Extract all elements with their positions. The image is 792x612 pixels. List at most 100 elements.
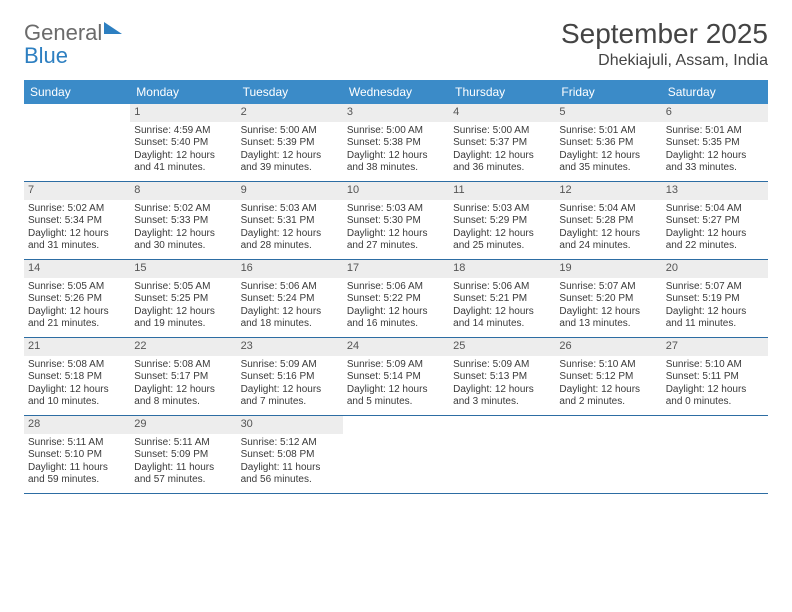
sunset: Sunset: 5:18 PM xyxy=(28,371,126,384)
header: General Blue September 2025 Dhekiajuli, … xyxy=(24,18,768,70)
dow-wednesday: Wednesday xyxy=(343,80,449,104)
daylight: Daylight: 12 hours and 35 minutes. xyxy=(559,150,657,175)
sunset: Sunset: 5:16 PM xyxy=(241,371,339,384)
sunrise: Sunrise: 5:03 AM xyxy=(241,203,339,216)
calendar: SundayMondayTuesdayWednesdayThursdayFrid… xyxy=(24,80,768,494)
daylight: Daylight: 12 hours and 27 minutes. xyxy=(347,228,445,253)
daylight: Daylight: 12 hours and 38 minutes. xyxy=(347,150,445,175)
daylight: Daylight: 12 hours and 30 minutes. xyxy=(134,228,232,253)
sunset: Sunset: 5:13 PM xyxy=(453,371,551,384)
sunrise: Sunrise: 5:08 AM xyxy=(28,359,126,372)
day-cell: 1Sunrise: 4:59 AMSunset: 5:40 PMDaylight… xyxy=(130,104,236,182)
dow-sunday: Sunday xyxy=(24,80,130,104)
dow-friday: Friday xyxy=(555,80,661,104)
day-cell: 13Sunrise: 5:04 AMSunset: 5:27 PMDayligh… xyxy=(662,182,768,260)
sunset: Sunset: 5:37 PM xyxy=(453,137,551,150)
daylight: Daylight: 12 hours and 14 minutes. xyxy=(453,306,551,331)
page-title: September 2025 xyxy=(561,18,768,50)
day-cell: 19Sunrise: 5:07 AMSunset: 5:20 PMDayligh… xyxy=(555,260,661,338)
day-number: 26 xyxy=(555,338,661,356)
dow-row: SundayMondayTuesdayWednesdayThursdayFrid… xyxy=(24,80,768,104)
daylight: Daylight: 12 hours and 33 minutes. xyxy=(666,150,764,175)
dow-tuesday: Tuesday xyxy=(237,80,343,104)
sunset: Sunset: 5:25 PM xyxy=(134,293,232,306)
sunrise: Sunrise: 5:06 AM xyxy=(241,281,339,294)
day-cell: 14Sunrise: 5:05 AMSunset: 5:26 PMDayligh… xyxy=(24,260,130,338)
sunset: Sunset: 5:30 PM xyxy=(347,215,445,228)
day-number: 16 xyxy=(237,260,343,278)
daylight: Daylight: 12 hours and 21 minutes. xyxy=(28,306,126,331)
week-row: 14Sunrise: 5:05 AMSunset: 5:26 PMDayligh… xyxy=(24,260,768,338)
daylight: Daylight: 12 hours and 16 minutes. xyxy=(347,306,445,331)
daylight: Daylight: 12 hours and 13 minutes. xyxy=(559,306,657,331)
dow-monday: Monday xyxy=(130,80,236,104)
daylight: Daylight: 12 hours and 22 minutes. xyxy=(666,228,764,253)
day-number: 10 xyxy=(343,182,449,200)
logo-word2: Blue xyxy=(24,43,68,68)
sunrise: Sunrise: 5:09 AM xyxy=(347,359,445,372)
day-number: 7 xyxy=(24,182,130,200)
day-number: 5 xyxy=(555,104,661,122)
daylight: Daylight: 11 hours and 56 minutes. xyxy=(241,462,339,487)
day-number: 12 xyxy=(555,182,661,200)
sunrise: Sunrise: 5:09 AM xyxy=(453,359,551,372)
day-cell: 11Sunrise: 5:03 AMSunset: 5:29 PMDayligh… xyxy=(449,182,555,260)
sunset: Sunset: 5:39 PM xyxy=(241,137,339,150)
daylight: Daylight: 12 hours and 36 minutes. xyxy=(453,150,551,175)
day-cell: 24Sunrise: 5:09 AMSunset: 5:14 PMDayligh… xyxy=(343,338,449,416)
week-row: 21Sunrise: 5:08 AMSunset: 5:18 PMDayligh… xyxy=(24,338,768,416)
daylight: Daylight: 12 hours and 10 minutes. xyxy=(28,384,126,409)
sunset: Sunset: 5:14 PM xyxy=(347,371,445,384)
sunset: Sunset: 5:17 PM xyxy=(134,371,232,384)
week-row: 28Sunrise: 5:11 AMSunset: 5:10 PMDayligh… xyxy=(24,416,768,494)
sunrise: Sunrise: 5:03 AM xyxy=(453,203,551,216)
logo-word1: General xyxy=(24,20,102,45)
day-number: 8 xyxy=(130,182,236,200)
sunrise: Sunrise: 5:00 AM xyxy=(241,125,339,138)
daylight: Daylight: 12 hours and 3 minutes. xyxy=(453,384,551,409)
sunset: Sunset: 5:28 PM xyxy=(559,215,657,228)
day-cell: 18Sunrise: 5:06 AMSunset: 5:21 PMDayligh… xyxy=(449,260,555,338)
day-cell: 20Sunrise: 5:07 AMSunset: 5:19 PMDayligh… xyxy=(662,260,768,338)
sunrise: Sunrise: 5:06 AM xyxy=(453,281,551,294)
sunrise: Sunrise: 5:01 AM xyxy=(666,125,764,138)
day-cell: 22Sunrise: 5:08 AMSunset: 5:17 PMDayligh… xyxy=(130,338,236,416)
sunset: Sunset: 5:38 PM xyxy=(347,137,445,150)
day-number: 6 xyxy=(662,104,768,122)
sunrise: Sunrise: 5:01 AM xyxy=(559,125,657,138)
logo: General Blue xyxy=(24,18,122,68)
sunset: Sunset: 5:10 PM xyxy=(28,449,126,462)
daylight: Daylight: 12 hours and 7 minutes. xyxy=(241,384,339,409)
daylight: Daylight: 12 hours and 0 minutes. xyxy=(666,384,764,409)
day-cell: 17Sunrise: 5:06 AMSunset: 5:22 PMDayligh… xyxy=(343,260,449,338)
empty-cell: . xyxy=(449,416,555,494)
sunrise: Sunrise: 5:03 AM xyxy=(347,203,445,216)
day-cell: 9Sunrise: 5:03 AMSunset: 5:31 PMDaylight… xyxy=(237,182,343,260)
sunrise: Sunrise: 5:10 AM xyxy=(559,359,657,372)
day-cell: 23Sunrise: 5:09 AMSunset: 5:16 PMDayligh… xyxy=(237,338,343,416)
daylight: Daylight: 12 hours and 5 minutes. xyxy=(347,384,445,409)
day-cell: 6Sunrise: 5:01 AMSunset: 5:35 PMDaylight… xyxy=(662,104,768,182)
week-row: 7Sunrise: 5:02 AMSunset: 5:34 PMDaylight… xyxy=(24,182,768,260)
day-number: 14 xyxy=(24,260,130,278)
sunset: Sunset: 5:08 PM xyxy=(241,449,339,462)
daylight: Daylight: 12 hours and 31 minutes. xyxy=(28,228,126,253)
sunrise: Sunrise: 5:09 AM xyxy=(241,359,339,372)
logo-mark-icon xyxy=(104,22,122,34)
dow-thursday: Thursday xyxy=(449,80,555,104)
daylight: Daylight: 11 hours and 59 minutes. xyxy=(28,462,126,487)
day-number: 15 xyxy=(130,260,236,278)
sunrise: Sunrise: 5:05 AM xyxy=(134,281,232,294)
sunset: Sunset: 5:27 PM xyxy=(666,215,764,228)
daylight: Daylight: 12 hours and 19 minutes. xyxy=(134,306,232,331)
sunrise: Sunrise: 5:00 AM xyxy=(347,125,445,138)
location: Dhekiajuli, Assam, India xyxy=(561,52,768,70)
day-cell: 7Sunrise: 5:02 AMSunset: 5:34 PMDaylight… xyxy=(24,182,130,260)
daylight: Daylight: 12 hours and 25 minutes. xyxy=(453,228,551,253)
day-number: 22 xyxy=(130,338,236,356)
sunset: Sunset: 5:36 PM xyxy=(559,137,657,150)
daylight: Daylight: 12 hours and 41 minutes. xyxy=(134,150,232,175)
daylight: Daylight: 12 hours and 18 minutes. xyxy=(241,306,339,331)
day-number: 9 xyxy=(237,182,343,200)
day-number: 29 xyxy=(130,416,236,434)
